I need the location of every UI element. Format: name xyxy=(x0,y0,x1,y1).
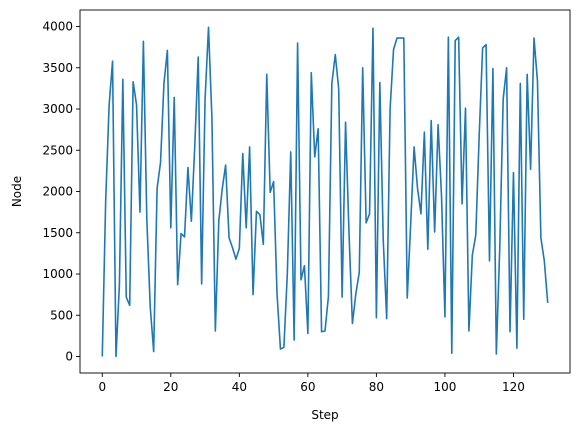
plot-area xyxy=(101,26,549,358)
x-axis-label: Step xyxy=(311,408,338,422)
series-line-0 xyxy=(101,26,549,358)
y-tick-label: 3500 xyxy=(42,61,73,75)
y-tick-label: 0 xyxy=(65,350,73,364)
y-axis-label: Node xyxy=(10,176,24,207)
x-tick-label: 60 xyxy=(300,380,315,394)
y-tick-label: 1500 xyxy=(42,226,73,240)
x-tick-label: 80 xyxy=(369,380,384,394)
axes: 0 20 40 60 80 100 120 0 500 1000 1500 2000 2500 3000 3… xyxy=(42,9,571,394)
x-tick-label: 100 xyxy=(433,380,456,394)
x-tick-label: 120 xyxy=(502,380,525,394)
y-tick-label: 1000 xyxy=(42,267,73,281)
x-tick-label: 40 xyxy=(232,380,247,394)
x-tick-label: 20 xyxy=(163,380,178,394)
y-tick-label: 4000 xyxy=(42,20,73,34)
y-tick-label: 3000 xyxy=(42,102,73,116)
y-tick-label: 500 xyxy=(50,308,73,322)
x-tick-label: 0 xyxy=(98,380,106,394)
y-tick-label: 2000 xyxy=(42,185,73,199)
y-tick-label: 2500 xyxy=(42,143,73,157)
